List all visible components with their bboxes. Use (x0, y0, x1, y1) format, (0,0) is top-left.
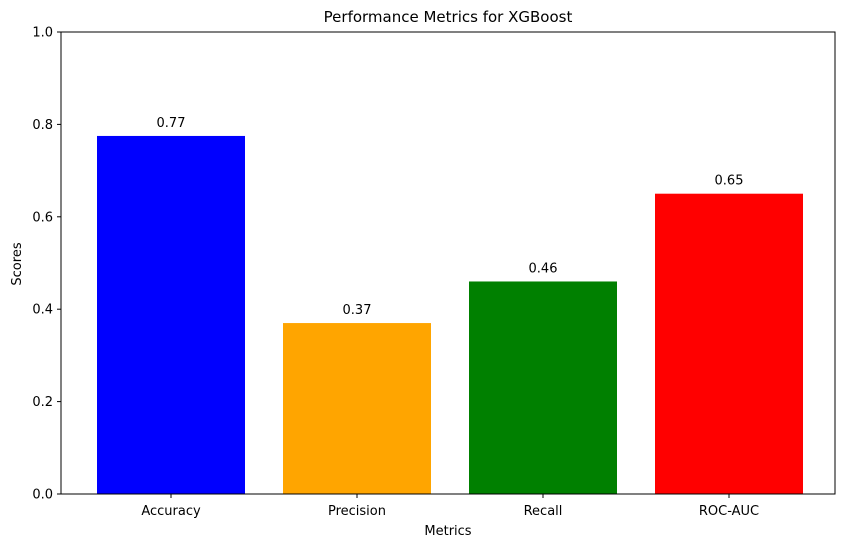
chart-title: Performance Metrics for XGBoost (324, 8, 573, 26)
bars-layer (97, 135, 803, 494)
data-label-accuracy: 0.77 (157, 116, 186, 131)
y-tick-label: 0.0 (32, 488, 53, 503)
y-tick-label: 0.8 (32, 118, 53, 133)
x-axis-label: Metrics (424, 524, 471, 539)
y-tick-label: 1.0 (32, 26, 53, 41)
x-tick-label-roc-auc: ROC-AUC (699, 504, 759, 519)
x-tick-label-precision: Precision (328, 504, 386, 519)
x-tick-label-accuracy: Accuracy (141, 504, 201, 519)
y-axis-ticks: 0.0 0.2 0.4 0.6 0.8 1.0 (32, 26, 61, 503)
y-tick-label: 0.6 (32, 210, 53, 225)
data-label-precision: 0.37 (343, 303, 372, 318)
bar-roc-auc (655, 193, 803, 494)
bar-recall (469, 281, 617, 494)
data-label-roc-auc: 0.65 (715, 174, 744, 189)
y-tick-label: 0.4 (32, 303, 53, 318)
x-axis-ticks: Accuracy Precision Recall ROC-AUC (141, 494, 759, 519)
x-tick-label-recall: Recall (524, 504, 563, 519)
data-label-recall: 0.46 (529, 261, 558, 276)
y-axis-label: Scores (10, 242, 25, 285)
plot-area-frame (60, 31, 836, 495)
data-labels-layer: 0.77 0.37 0.46 0.65 (157, 116, 744, 318)
bar-precision (283, 323, 431, 494)
bar-accuracy (97, 135, 245, 494)
y-tick-label: 0.2 (32, 395, 53, 410)
